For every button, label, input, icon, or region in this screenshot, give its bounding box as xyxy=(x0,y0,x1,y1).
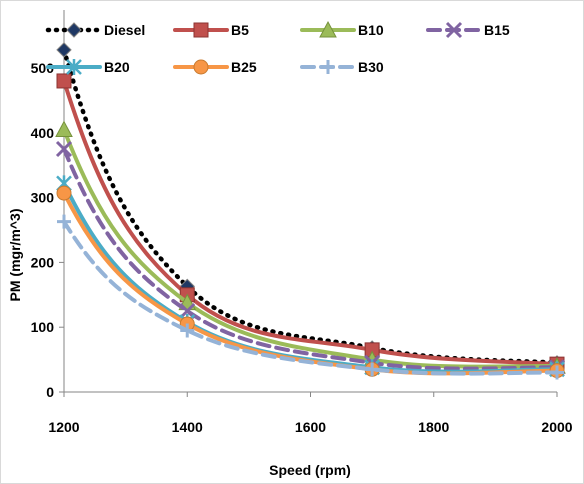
series-line xyxy=(62,147,559,371)
legend-label: B20 xyxy=(104,59,130,75)
data-point xyxy=(365,362,380,377)
y-tick-label: 200 xyxy=(31,254,55,270)
legend-item-b30: B30 xyxy=(300,59,384,75)
data-point xyxy=(56,42,72,58)
series-layer xyxy=(55,42,566,380)
legend-marker xyxy=(193,22,209,38)
data-point xyxy=(55,120,73,138)
legend-marker xyxy=(321,60,335,74)
legend: Diesel B5 B10 B15 B20 B25 B30 xyxy=(45,20,510,75)
legend-marker xyxy=(319,20,337,38)
legend-item-b10: B10 xyxy=(300,20,384,38)
legend-label: B10 xyxy=(358,22,384,38)
legend-item-b5: B5 xyxy=(173,22,249,38)
y-tick-label: 500 xyxy=(31,60,55,76)
legend-label: B15 xyxy=(484,22,510,38)
x-tick-label: 1600 xyxy=(295,419,326,435)
legend-marker xyxy=(66,59,82,75)
y-axis-label: PM (mgr/m^3) xyxy=(7,209,23,302)
x-tick-label: 2000 xyxy=(541,419,572,435)
legend-label: B5 xyxy=(231,22,249,38)
y-tick-label: 400 xyxy=(31,125,55,141)
data-point xyxy=(56,73,72,89)
series-line xyxy=(62,78,559,367)
data-point xyxy=(55,140,73,158)
data-point xyxy=(180,323,195,338)
data-point xyxy=(550,365,564,380)
legend-item-b15: B15 xyxy=(426,21,510,39)
data-point xyxy=(56,185,72,201)
axes: 0 100 200 300 400 500 1200 1400 1600 1800 2000 xyxy=(31,10,573,435)
legend-item-b20: B20 xyxy=(46,59,130,75)
series-b30 xyxy=(57,214,564,380)
legend-label: Diesel xyxy=(104,22,145,38)
x-tick-label: 1400 xyxy=(172,419,203,435)
legend-item-diesel: Diesel xyxy=(45,22,145,38)
series-b5 xyxy=(56,73,565,372)
x-tick-label: 1200 xyxy=(48,419,79,435)
data-point xyxy=(57,214,71,229)
legend-item-b25: B25 xyxy=(173,59,257,75)
legend-marker xyxy=(193,59,209,75)
x-axis-label: Speed (rpm) xyxy=(269,462,351,478)
legend-label: B25 xyxy=(231,59,257,75)
legend-marker xyxy=(66,22,82,38)
y-tick-label: 100 xyxy=(31,319,55,335)
series-line xyxy=(61,47,560,366)
legend-marker xyxy=(445,21,463,39)
y-tick-label: 0 xyxy=(46,384,54,400)
legend-label: B30 xyxy=(358,59,384,75)
x-tick-label: 1800 xyxy=(418,419,449,435)
y-tick-label: 300 xyxy=(31,190,55,206)
series-line xyxy=(62,219,559,376)
